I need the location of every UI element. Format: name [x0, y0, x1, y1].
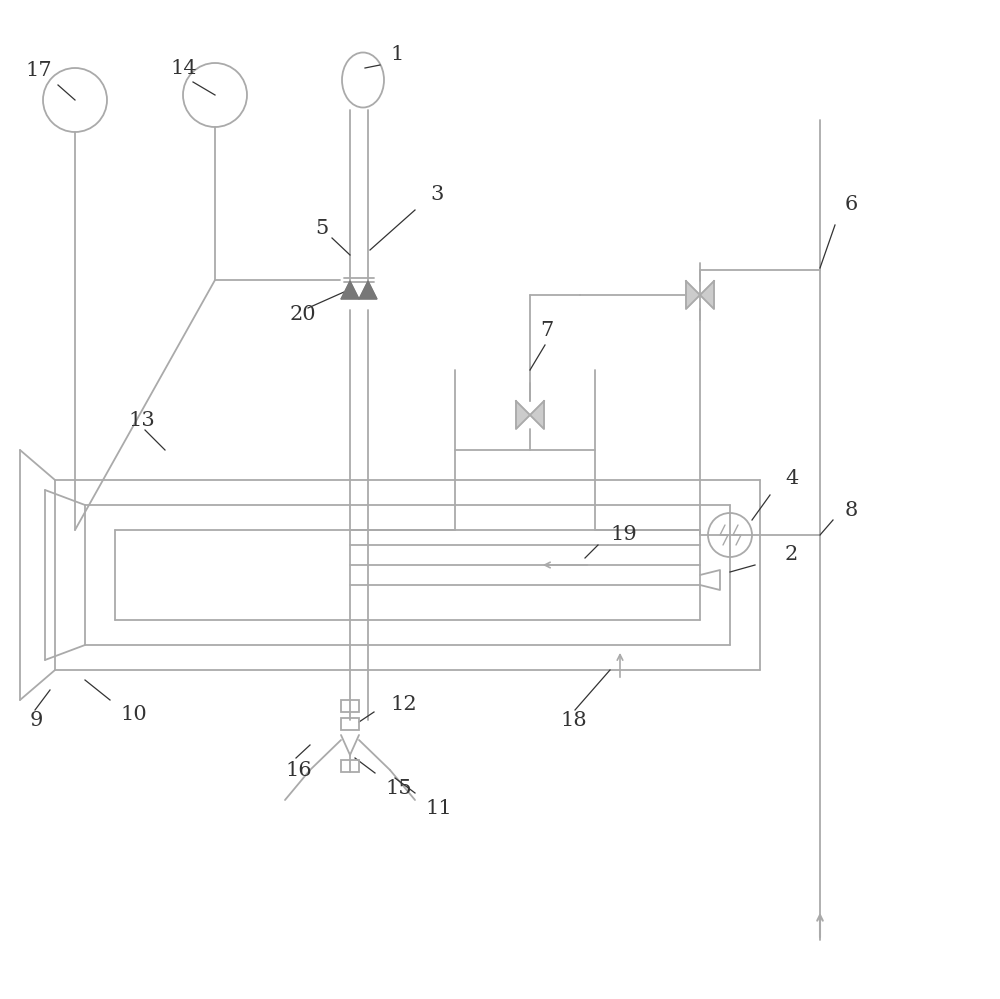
Bar: [341, 760, 359, 772]
Polygon shape: [359, 281, 377, 299]
Text: 20: 20: [290, 306, 317, 325]
Text: 1: 1: [390, 46, 403, 65]
Text: 16: 16: [285, 760, 312, 779]
Text: 13: 13: [128, 411, 155, 430]
Bar: [341, 700, 359, 712]
Polygon shape: [686, 281, 700, 309]
Text: 9: 9: [30, 710, 43, 729]
Text: 18: 18: [560, 710, 587, 729]
Polygon shape: [516, 401, 530, 429]
Text: 2: 2: [785, 545, 798, 564]
Text: 8: 8: [845, 500, 858, 519]
Text: 6: 6: [845, 196, 858, 215]
Text: 10: 10: [120, 705, 147, 724]
Text: 17: 17: [25, 61, 52, 80]
Text: 3: 3: [430, 186, 443, 205]
Text: 19: 19: [610, 525, 637, 544]
Polygon shape: [700, 281, 714, 309]
Text: 12: 12: [390, 695, 417, 714]
Text: 7: 7: [540, 321, 553, 340]
Text: 5: 5: [315, 219, 328, 238]
Polygon shape: [530, 401, 544, 429]
Polygon shape: [341, 281, 359, 299]
Bar: [341, 718, 359, 730]
Text: 11: 11: [425, 798, 452, 817]
Text: 14: 14: [170, 59, 197, 78]
Text: 15: 15: [385, 778, 412, 797]
Text: 4: 4: [785, 469, 798, 488]
